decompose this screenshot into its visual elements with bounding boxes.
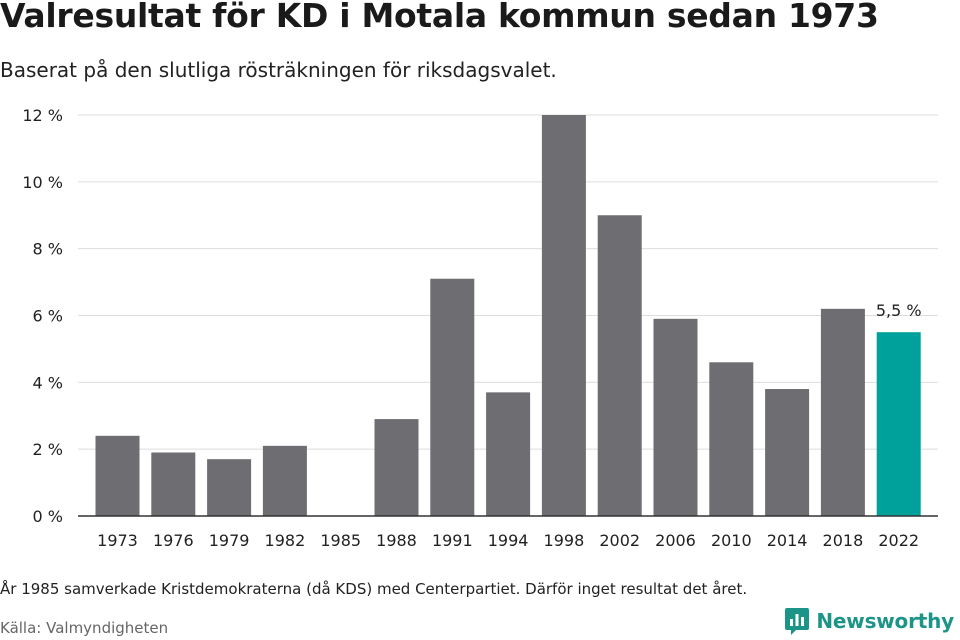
y-tick-label: 8 % — [33, 240, 63, 259]
bar-2002 — [597, 215, 642, 516]
chart-footnote: År 1985 samverkade Kristdemokraterna (då… — [0, 580, 748, 598]
source-note: Källa: Valmyndigheten — [0, 619, 169, 637]
y-tick-label: 0 % — [33, 507, 63, 526]
x-tick-label: 2006 — [655, 531, 696, 550]
bar-1976 — [151, 452, 196, 516]
x-tick-label: 1994 — [488, 531, 529, 550]
y-tick-label: 12 % — [22, 106, 63, 125]
chart-subtitle: Baserat på den slutliga rösträkningen fö… — [0, 58, 557, 82]
x-tick-label: 2014 — [767, 531, 808, 550]
y-tick-label: 6 % — [33, 307, 63, 326]
bar-2010 — [709, 362, 754, 516]
brand-logo: Newsworthy — [784, 606, 954, 636]
x-tick-label: 1973 — [97, 531, 138, 550]
bar-1994 — [486, 392, 531, 516]
x-tick-label: 1982 — [265, 531, 306, 550]
x-tick-label: 1979 — [209, 531, 250, 550]
bar-1988 — [374, 419, 419, 516]
x-tick-label: 1988 — [376, 531, 417, 550]
bar-1998 — [541, 115, 586, 516]
bar-1982 — [262, 445, 307, 516]
bar-1973 — [95, 435, 140, 516]
x-tick-label: 2022 — [878, 531, 919, 550]
brand-name: Newsworthy — [816, 609, 954, 633]
bar-chart: 0 % 2 % 4 % 6 % 8 % 10 % 12 % 1973 1976 1979 1982 1… — [22, 106, 938, 550]
bar-2006 — [653, 318, 698, 516]
bar-2018 — [820, 308, 865, 516]
x-tick-label: 2010 — [711, 531, 752, 550]
y-tick-label: 10 % — [22, 173, 63, 192]
x-tick-label: 1985 — [320, 531, 361, 550]
chart-title: Valresultat för KD i Motala kommun sedan… — [0, 0, 879, 35]
y-tick-label: 4 % — [33, 373, 63, 392]
newsworthy-logo-icon — [785, 608, 810, 635]
x-tick-label: 1976 — [153, 531, 194, 550]
x-tick-label: 1998 — [544, 531, 585, 550]
x-tick-label: 2002 — [599, 531, 640, 550]
data-label-2022: 5,5 % — [876, 301, 922, 320]
bar-2014 — [765, 389, 810, 516]
y-tick-label: 2 % — [33, 440, 63, 459]
x-tick-label: 2018 — [823, 531, 864, 550]
bar-2022 — [876, 332, 921, 516]
bar-1991 — [430, 278, 475, 516]
bar-1979 — [207, 459, 252, 516]
x-tick-label: 1991 — [432, 531, 473, 550]
